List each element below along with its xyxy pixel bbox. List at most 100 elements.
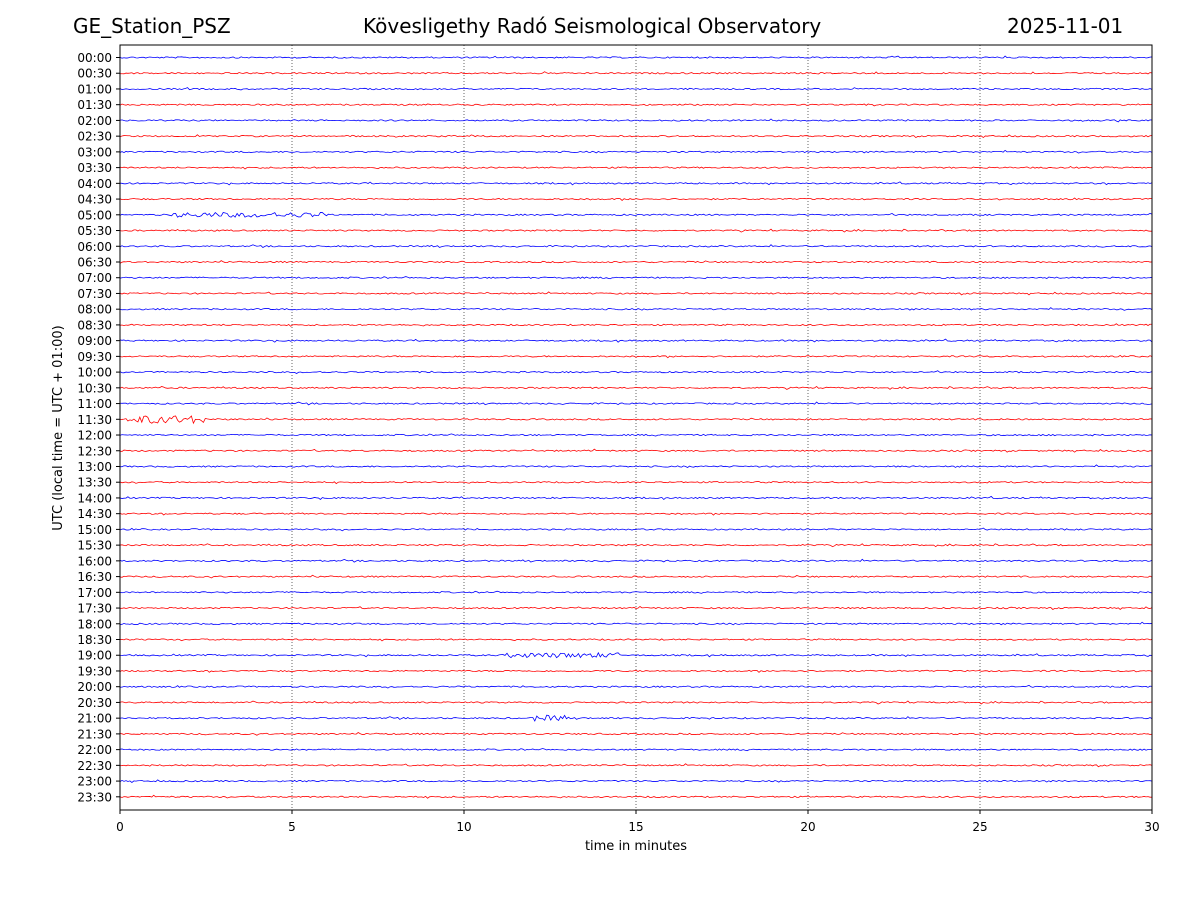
trace-11:30 — [119, 415, 1153, 425]
trace-20:30 — [119, 700, 1153, 705]
x-tick-labels: 0 5 10 15 20 25 30 — [116, 810, 1160, 834]
y-tick-label: 14:00 — [77, 491, 112, 505]
date-label: 2025-11-01 — [1007, 14, 1124, 38]
trace-06:00 — [119, 244, 1153, 249]
seismic-traces — [119, 55, 1153, 799]
y-tick-label: 03:30 — [77, 161, 112, 175]
y-tick-label: 04:00 — [77, 177, 112, 191]
trace-23:00 — [119, 779, 1153, 783]
y-tick-label: 23:00 — [77, 775, 112, 789]
x-axis-label: time in minutes — [585, 839, 687, 854]
y-tick-label: 18:00 — [77, 617, 112, 631]
y-tick-label: 14:30 — [77, 507, 112, 521]
x-tick-label: 30 — [1144, 820, 1159, 834]
y-tick-label: 21:00 — [77, 712, 112, 726]
trace-18:00 — [119, 621, 1153, 626]
y-tick-label: 03:00 — [77, 145, 112, 159]
trace-09:00 — [119, 338, 1153, 343]
trace-07:00 — [119, 276, 1153, 280]
trace-05:30 — [119, 228, 1153, 233]
y-tick-label: 22:30 — [77, 759, 112, 773]
x-tick-label: 20 — [800, 820, 815, 834]
y-tick-label: 11:00 — [77, 397, 112, 411]
trace-13:00 — [119, 464, 1153, 468]
station-label: GE_Station_PSZ — [73, 14, 231, 38]
x-tick-label: 10 — [456, 820, 471, 834]
trace-19:00 — [119, 651, 1153, 659]
trace-11:00 — [119, 401, 1153, 406]
y-tick-label: 20:00 — [77, 680, 112, 694]
trace-00:30 — [119, 71, 1153, 75]
trace-22:00 — [119, 748, 1153, 752]
trace-02:00 — [119, 118, 1153, 123]
y-tick-label: 00:30 — [77, 67, 112, 81]
trace-19:30 — [119, 669, 1153, 673]
trace-07:30 — [119, 291, 1153, 296]
trace-00:00 — [119, 55, 1153, 59]
trace-02:30 — [119, 134, 1153, 139]
y-tick-label: 17:30 — [77, 602, 112, 616]
y-tick-label: 19:30 — [77, 664, 112, 678]
trace-03:00 — [119, 149, 1153, 154]
y-tick-label: 00:00 — [77, 51, 112, 65]
y-tick-label: 15:30 — [77, 539, 112, 553]
y-tick-label: 21:30 — [77, 727, 112, 741]
y-tick-label: 09:30 — [77, 350, 112, 364]
y-tick-label: 09:00 — [77, 334, 112, 348]
trace-18:30 — [119, 638, 1153, 642]
trace-12:00 — [119, 433, 1153, 437]
y-tick-label: 08:30 — [77, 318, 112, 332]
y-tick-label: 01:00 — [77, 82, 112, 96]
y-tick-label: 13:00 — [77, 460, 112, 474]
trace-15:00 — [119, 527, 1153, 532]
y-tick-label: 08:00 — [77, 303, 112, 317]
y-tick-label: 07:00 — [77, 271, 112, 285]
trace-13:30 — [119, 481, 1153, 485]
y-tick-label: 01:30 — [77, 98, 112, 112]
trace-10:00 — [119, 370, 1153, 374]
trace-16:00 — [119, 558, 1153, 563]
x-tick-label: 5 — [288, 820, 296, 834]
chart-title: Kövesligethy Radó Seismological Observat… — [363, 14, 822, 38]
trace-17:00 — [119, 590, 1153, 594]
trace-17:30 — [119, 605, 1153, 610]
trace-21:00 — [119, 714, 1153, 722]
y-axis-label: UTC (local time = UTC + 01:00) — [51, 325, 66, 530]
x-tick-label: 25 — [972, 820, 987, 834]
trace-23:30 — [119, 794, 1153, 799]
y-tick-label: 05:00 — [77, 208, 112, 222]
trace-14:30 — [119, 512, 1153, 516]
trace-09:30 — [119, 354, 1153, 359]
y-tick-label: 04:30 — [77, 193, 112, 207]
y-tick-label: 16:00 — [77, 554, 112, 568]
y-tick-label: 02:30 — [77, 130, 112, 144]
trace-01:30 — [119, 103, 1153, 107]
grid-lines — [291, 45, 981, 810]
y-tick-label: 11:30 — [77, 413, 112, 427]
y-tick-label: 20:30 — [77, 696, 112, 710]
trace-04:30 — [119, 197, 1153, 201]
y-tick-label: 17:00 — [77, 586, 112, 600]
trace-03:30 — [119, 165, 1153, 170]
trace-08:00 — [119, 307, 1153, 311]
trace-20:00 — [119, 684, 1153, 689]
trace-05:00 — [119, 212, 1153, 218]
trace-04:00 — [119, 181, 1153, 186]
trace-06:30 — [119, 260, 1153, 264]
trace-21:30 — [119, 732, 1153, 736]
y-tick-label: 07:30 — [77, 287, 112, 301]
y-tick-label: 10:30 — [77, 381, 112, 395]
y-tick-label: 12:00 — [77, 429, 112, 443]
trace-08:30 — [119, 323, 1153, 327]
y-tick-label: 16:30 — [77, 570, 112, 584]
y-tick-label: 15:00 — [77, 523, 112, 537]
y-tick-label: 12:30 — [77, 444, 112, 458]
trace-15:30 — [119, 543, 1153, 548]
y-tick-label: 10:00 — [77, 366, 112, 380]
y-tick-label: 05:30 — [77, 224, 112, 238]
trace-01:00 — [119, 87, 1153, 91]
trace-22:30 — [119, 763, 1153, 768]
trace-14:00 — [119, 495, 1153, 501]
